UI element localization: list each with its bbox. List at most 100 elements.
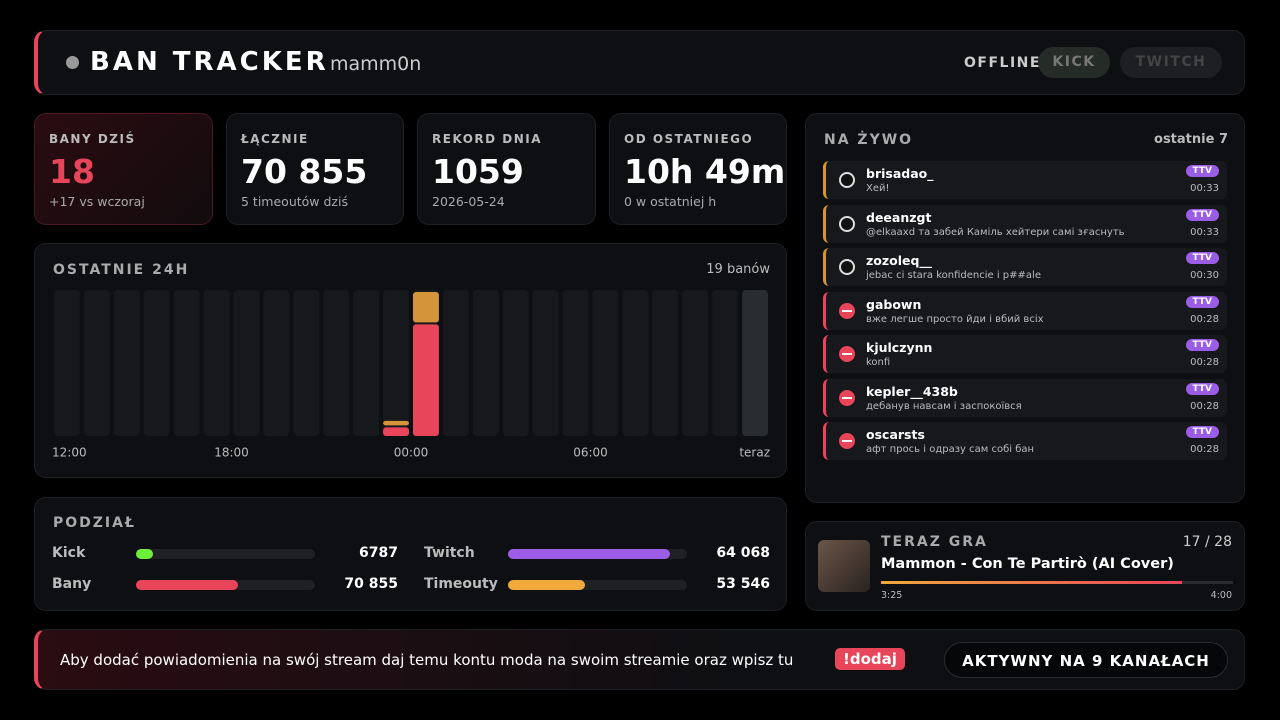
length: 4:00: [1210, 590, 1232, 601]
badge: TTV: [1185, 426, 1219, 438]
slot: [622, 290, 649, 436]
badge: TTV: [1185, 208, 1219, 221]
command[interactable]: !dodaj: [835, 648, 905, 670]
status: OFFLINE: [964, 55, 1041, 71]
slot: [472, 290, 499, 436]
stat-label: BANY DZIŚ: [49, 132, 136, 146]
status-dot: [66, 56, 79, 69]
x-label: 12:00: [52, 446, 87, 460]
user: mamm0n: [330, 53, 422, 75]
stat-label: OD OSTATNIEGO: [624, 132, 754, 146]
feed-item[interactable]: deeanzgt @elkaaxd та забей Каміль хейтер…: [823, 204, 1227, 243]
time: 00:28: [1190, 313, 1219, 325]
timeout-icon: [839, 172, 855, 188]
user-name: kjulczynn: [866, 340, 933, 355]
slot: [113, 290, 140, 436]
stat-value: 1059: [432, 152, 524, 191]
stat-card: OD OSTATNIEGO 10h 49m 0 w ostatniej h: [609, 113, 787, 225]
hourly-chart: 12:00 18:00 00:00 06:00 teraz: [52, 290, 770, 460]
ban-icon: [839, 302, 855, 319]
split-bar: [508, 580, 586, 590]
x-label: 06:00: [573, 446, 608, 460]
footer-text: Aby dodać powiadomienia na swój stream d…: [60, 651, 794, 669]
stat-value: 18: [49, 152, 95, 191]
slot: [652, 290, 679, 436]
stat-value: 70 855: [241, 152, 368, 191]
feed-item[interactable]: gabown вже легше просто йди і вбий всіх …: [823, 291, 1227, 330]
slot: [682, 290, 709, 436]
stat-sub: 5 timeoutów dziś: [241, 194, 348, 209]
feed-item[interactable]: kepler__438b дебанув навсам і заспокоївс…: [823, 378, 1227, 417]
user-name: deeanzgt: [866, 209, 932, 225]
ban-icon: [839, 346, 855, 362]
progress: [881, 581, 1182, 584]
split-row: Twitch 64 068: [424, 545, 779, 565]
x-label: 00:00: [394, 446, 429, 460]
bar-segment: [383, 427, 409, 436]
split-label: Bany: [52, 576, 92, 592]
timeout-icon: [839, 259, 855, 275]
badge: TTV: [1185, 295, 1219, 308]
slot: [173, 290, 200, 436]
feed-item[interactable]: oscarsts афт прось і одразу сам собі бан…: [823, 422, 1227, 460]
message: вже легше просто йди і вбий всіх: [866, 313, 1044, 325]
split-value: 53 546: [716, 576, 770, 592]
live-sub: ostatnie 7: [1154, 132, 1228, 147]
slot: [592, 290, 619, 436]
stat-card: ŁĄCZNIE 70 855 5 timeoutów dziś: [226, 113, 404, 225]
slot: [502, 290, 529, 436]
badge: TTV: [1185, 382, 1219, 395]
slot: [353, 290, 380, 436]
split-bar: [136, 580, 238, 590]
slot: [323, 290, 350, 436]
stat-label: REKORD DNIA: [432, 132, 543, 146]
message: афт прось і одразу сам собі бан: [866, 444, 1035, 455]
slot: [54, 290, 80, 436]
user-name: brisadao_: [866, 166, 934, 181]
bar-segment: [413, 324, 439, 436]
split-track: [508, 549, 687, 559]
hourly-total: 19 banów: [706, 262, 770, 277]
split-row: Bany 70 855: [52, 576, 407, 596]
badge: TTV: [1185, 252, 1219, 264]
song: Mammon - Con Te Partirò (AI Cover): [881, 556, 1174, 572]
x-label: teraz: [739, 446, 770, 460]
split-bar: [508, 549, 670, 559]
title: BAN TRACKER: [90, 47, 329, 77]
active-channels: AKTYWNY NA 9 KANAŁACH: [944, 642, 1228, 678]
feed-item[interactable]: kjulczynn konfi TTV 00:28: [823, 335, 1227, 373]
split-title: PODZIAŁ: [53, 515, 136, 531]
user-name: zozoleq__: [866, 253, 932, 268]
split-bar: [136, 549, 154, 559]
message: Хей!: [866, 183, 890, 194]
now-title: TERAZ GRA: [881, 534, 988, 550]
now-panel: TERAZ GRA 17 / 28 Mammon - Con Te Partir…: [805, 521, 1245, 611]
message: @elkaaxd та забей Каміль хейтери самі зғ…: [866, 226, 1125, 238]
slot: [712, 290, 739, 436]
stat-card: BANY DZIŚ 18 +17 vs wczoraj: [34, 113, 213, 225]
feed-item[interactable]: zozoleq__ jebac ci stara konfidencie i p…: [823, 248, 1227, 286]
time: 00:28: [1190, 357, 1219, 368]
time: 00:28: [1190, 444, 1219, 455]
time: 00:33: [1190, 226, 1219, 238]
twitch-button[interactable]: TWITCH: [1120, 47, 1222, 78]
ban-icon: [839, 389, 855, 406]
slot: [293, 290, 320, 436]
user-name: kepler__438b: [866, 383, 958, 399]
ban-icon: [839, 433, 855, 449]
kick-button[interactable]: KICK: [1038, 47, 1110, 78]
stat-sub: 2026-05-24: [432, 194, 505, 209]
x-label: 18:00: [214, 446, 249, 460]
stat-sub: 0 w ostatniej h: [624, 194, 717, 209]
stat-sub: +17 vs wczoraj: [49, 194, 145, 209]
hourly-title: OSTATNIE 24H: [53, 262, 190, 278]
split-value: 6787: [359, 545, 398, 561]
elapsed: 3:25: [881, 590, 903, 601]
now-pos: 17 / 28: [1182, 534, 1232, 550]
stat-value: 10h 49m: [624, 152, 786, 191]
slot: [532, 290, 559, 436]
split-track: [136, 580, 315, 590]
feed-item[interactable]: brisadao_ Хей! TTV 00:33: [823, 161, 1227, 199]
badge: TTV: [1185, 165, 1219, 177]
split-row: Timeouty 53 546: [424, 576, 779, 596]
